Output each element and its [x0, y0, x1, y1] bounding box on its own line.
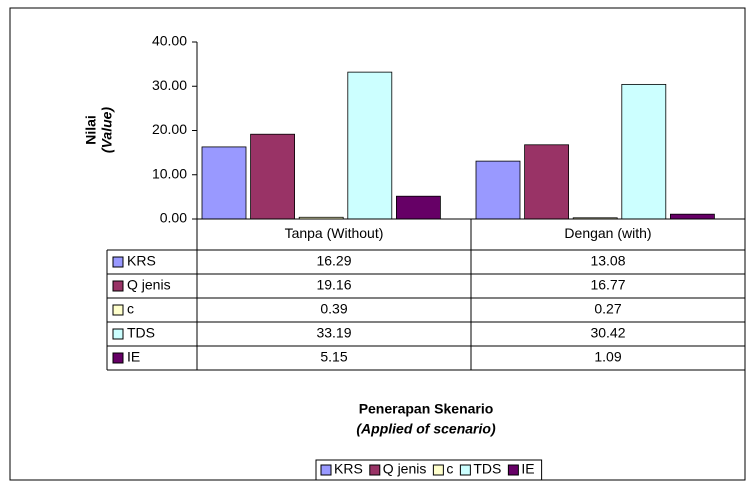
- legend-swatch: [369, 464, 381, 476]
- table-row-label: c: [127, 301, 134, 317]
- x-tick-label: Dengan (with): [564, 225, 651, 241]
- table-cell: 0.39: [320, 301, 347, 317]
- x-axis-title: (Applied of scenario): [356, 421, 496, 437]
- y-axis-title: (Value): [99, 107, 115, 153]
- table-row-label: TDS: [127, 325, 155, 341]
- legend-label: Q jenis: [383, 461, 427, 477]
- bar: [670, 213, 715, 220]
- bar: [347, 71, 393, 220]
- legend-swatch: [112, 256, 124, 268]
- table-row-label: IE: [127, 349, 140, 365]
- table-cell: 0.27: [594, 301, 621, 317]
- table-row-label: Q jenis: [127, 277, 171, 293]
- legend-label: c: [446, 461, 453, 477]
- bar: [475, 160, 521, 220]
- table-cell: 16.29: [316, 253, 351, 269]
- x-tick-label: Tanpa (Without): [285, 225, 384, 241]
- bar: [395, 195, 441, 220]
- table-cell: 13.08: [590, 253, 625, 269]
- legend-swatch: [432, 464, 444, 476]
- legend-label: TDS: [473, 461, 501, 477]
- legend-swatch: [507, 464, 519, 476]
- table-cell: 1.09: [594, 349, 621, 365]
- table-cell: 33.19: [316, 325, 351, 341]
- y-tick-label: 0.00: [160, 210, 187, 226]
- legend-swatch: [459, 464, 471, 476]
- table-cell: 5.15: [320, 349, 347, 365]
- legend-swatch: [320, 464, 332, 476]
- y-tick-label: 10.00: [152, 165, 187, 181]
- bar: [524, 144, 569, 220]
- bar: [201, 146, 247, 220]
- bar: [250, 133, 296, 220]
- y-axis-title: Nilai: [83, 115, 99, 145]
- legend-swatch: [112, 328, 124, 340]
- legend-swatch: [112, 280, 124, 292]
- x-axis-title: Penerapan Skenario: [359, 401, 494, 417]
- y-tick-label: 30.00: [152, 77, 187, 93]
- legend-label: KRS: [334, 461, 363, 477]
- table-cell: 16.77: [590, 277, 625, 293]
- table-row-label: KRS: [127, 253, 156, 269]
- bar: [621, 83, 667, 220]
- y-tick-label: 40.00: [152, 33, 187, 49]
- table-cell: 19.16: [316, 277, 351, 293]
- legend-label: IE: [521, 461, 534, 477]
- y-tick-label: 20.00: [152, 121, 187, 137]
- legend-swatch: [112, 304, 124, 316]
- legend-swatch: [112, 352, 124, 364]
- table-cell: 30.42: [590, 325, 625, 341]
